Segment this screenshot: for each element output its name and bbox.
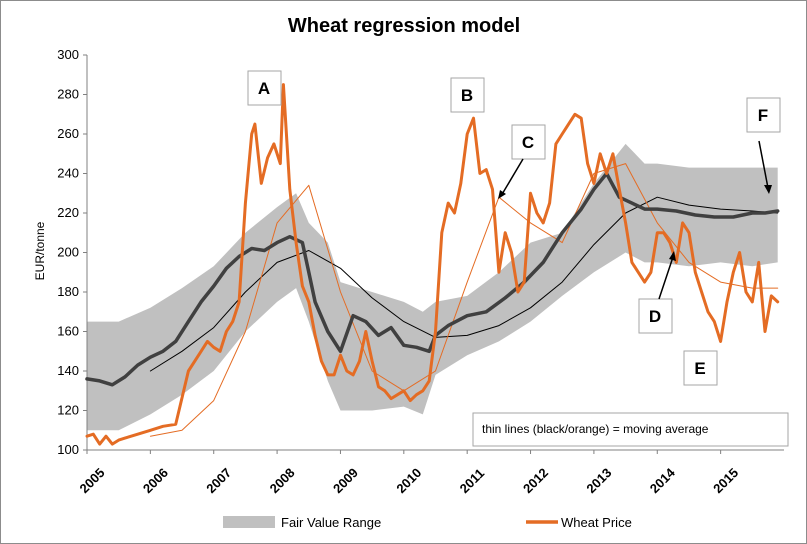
y-axis-label: EUR/tonne [33, 221, 47, 280]
annotation-box-f [746, 97, 781, 133]
y-tick-label: 120 [57, 403, 79, 418]
annotation-c: C [498, 124, 546, 199]
legend: Fair Value Range Wheat Price [223, 515, 632, 530]
note-text: thin lines (black/orange) = moving avera… [482, 422, 709, 436]
annotation-arrowhead-f [764, 185, 772, 194]
fair-value-line [85, 171, 780, 387]
y-tick-label: 180 [57, 284, 79, 299]
x-tick-label: 2007 [203, 465, 234, 496]
annotation-b: B [450, 77, 485, 113]
legend-label-fair-value-range: Fair Value Range [281, 515, 381, 530]
annotation-label-f: F [758, 106, 768, 125]
moving-average-note: thin lines (black/orange) = moving avera… [472, 412, 789, 447]
x-tick-label: 2014 [647, 465, 679, 497]
x-tick-label: 2009 [330, 465, 361, 496]
x-tick-label: 2005 [77, 465, 108, 496]
x-tick-label: 2011 [457, 466, 488, 497]
annotation-label-c: C [522, 133, 534, 152]
annotation-arrowhead-d [669, 251, 676, 261]
y-tick-label: 100 [57, 442, 79, 457]
annotation-label-a: A [258, 79, 270, 98]
wheat-price-line [85, 83, 780, 446]
y-tick-label: 160 [57, 324, 79, 339]
x-tick-label: 2015 [710, 465, 741, 496]
legend-swatch-fair-value-range [223, 516, 275, 528]
fair-value-moving-average-line [149, 196, 779, 372]
legend-label-wheat-price: Wheat Price [561, 515, 632, 530]
x-tick-label: 2006 [140, 465, 171, 496]
annotation-box-c [511, 124, 546, 160]
annotation-a: A [247, 70, 282, 106]
annotation-box-d [638, 298, 673, 334]
note-box [472, 412, 789, 447]
y-tick-label: 300 [57, 47, 79, 62]
annotation-d: D [638, 251, 676, 334]
annotation-f: F [746, 97, 781, 194]
annotation-arrow-c [500, 158, 524, 197]
x-tick-label: 2013 [583, 465, 614, 496]
y-tick-label: 240 [57, 166, 79, 181]
y-tick-label: 220 [57, 205, 79, 220]
annotation-box-b [450, 77, 485, 113]
x-tick-label: 2008 [267, 465, 298, 496]
chart-title: Wheat regression model [288, 15, 520, 37]
annotation-e: E [683, 350, 718, 386]
x-tick-label: 2010 [393, 465, 424, 496]
y-tick-label: 260 [57, 126, 79, 141]
annotations: A B C D E [247, 70, 781, 386]
annotation-arrowhead-c [498, 190, 506, 199]
y-tick-label: 200 [57, 245, 79, 260]
fair-value-range-band [87, 143, 778, 431]
annotation-label-b: B [461, 86, 473, 105]
y-tick-label: 280 [57, 87, 79, 102]
annotation-arrow-d [658, 256, 674, 300]
annotation-label-e: E [694, 359, 705, 378]
y-tick-label: 140 [57, 363, 79, 378]
annotation-label-d: D [649, 307, 661, 326]
x-tick-label: 2012 [520, 465, 551, 496]
annotation-box-e [683, 350, 718, 386]
annotation-arrow-f [758, 140, 769, 189]
fair-value-band-layer [87, 143, 778, 431]
series-lines [85, 83, 780, 446]
annotation-box-a [247, 70, 282, 106]
